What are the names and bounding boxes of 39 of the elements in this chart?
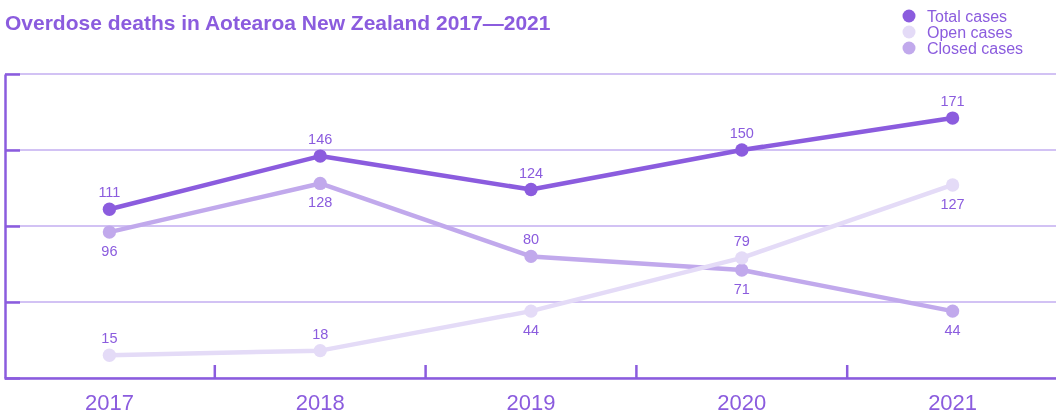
- data-label: 146: [308, 131, 333, 148]
- data-label: 71: [733, 281, 750, 298]
- x-tick-label: 2018: [295, 389, 345, 415]
- x-tick-label: 2021: [928, 389, 978, 415]
- data-label: 128: [308, 194, 333, 211]
- point: [313, 176, 327, 191]
- x-tick-label: 2020: [717, 389, 767, 415]
- data-label: 44: [944, 322, 961, 339]
- point: [102, 202, 117, 216]
- point: [735, 143, 749, 157]
- data-label: 15: [101, 330, 118, 347]
- point: [945, 178, 960, 192]
- data-label: 127: [940, 195, 965, 212]
- x-tick-label: 2017: [84, 389, 134, 415]
- data-label: 79: [733, 232, 750, 249]
- point: [524, 182, 538, 197]
- chart-title: Overdose deaths in Aotearoa New Zealand 2017—2021: [5, 11, 551, 34]
- point: [735, 263, 749, 277]
- point: [945, 304, 960, 318]
- data-label: 111: [98, 184, 121, 201]
- data-label: 44: [522, 322, 540, 339]
- data-label: 18: [312, 325, 329, 342]
- point: [524, 304, 538, 318]
- x-tick-label: 2019: [506, 389, 556, 415]
- point: [102, 348, 117, 362]
- point: [945, 111, 960, 125]
- data-label: 171: [940, 93, 965, 110]
- legend-label: Open cases: [927, 23, 1013, 41]
- point: [313, 149, 327, 163]
- data-label: 150: [729, 125, 754, 141]
- point: [735, 251, 749, 265]
- point: [524, 249, 538, 264]
- data-label: 124: [518, 164, 544, 181]
- data-label: 80: [522, 231, 540, 248]
- point: [313, 343, 327, 358]
- point: [102, 225, 117, 239]
- legend-label: Total cases: [927, 7, 1008, 25]
- legend-label: Closed cases: [927, 39, 1024, 57]
- data-label: 96: [101, 243, 118, 260]
